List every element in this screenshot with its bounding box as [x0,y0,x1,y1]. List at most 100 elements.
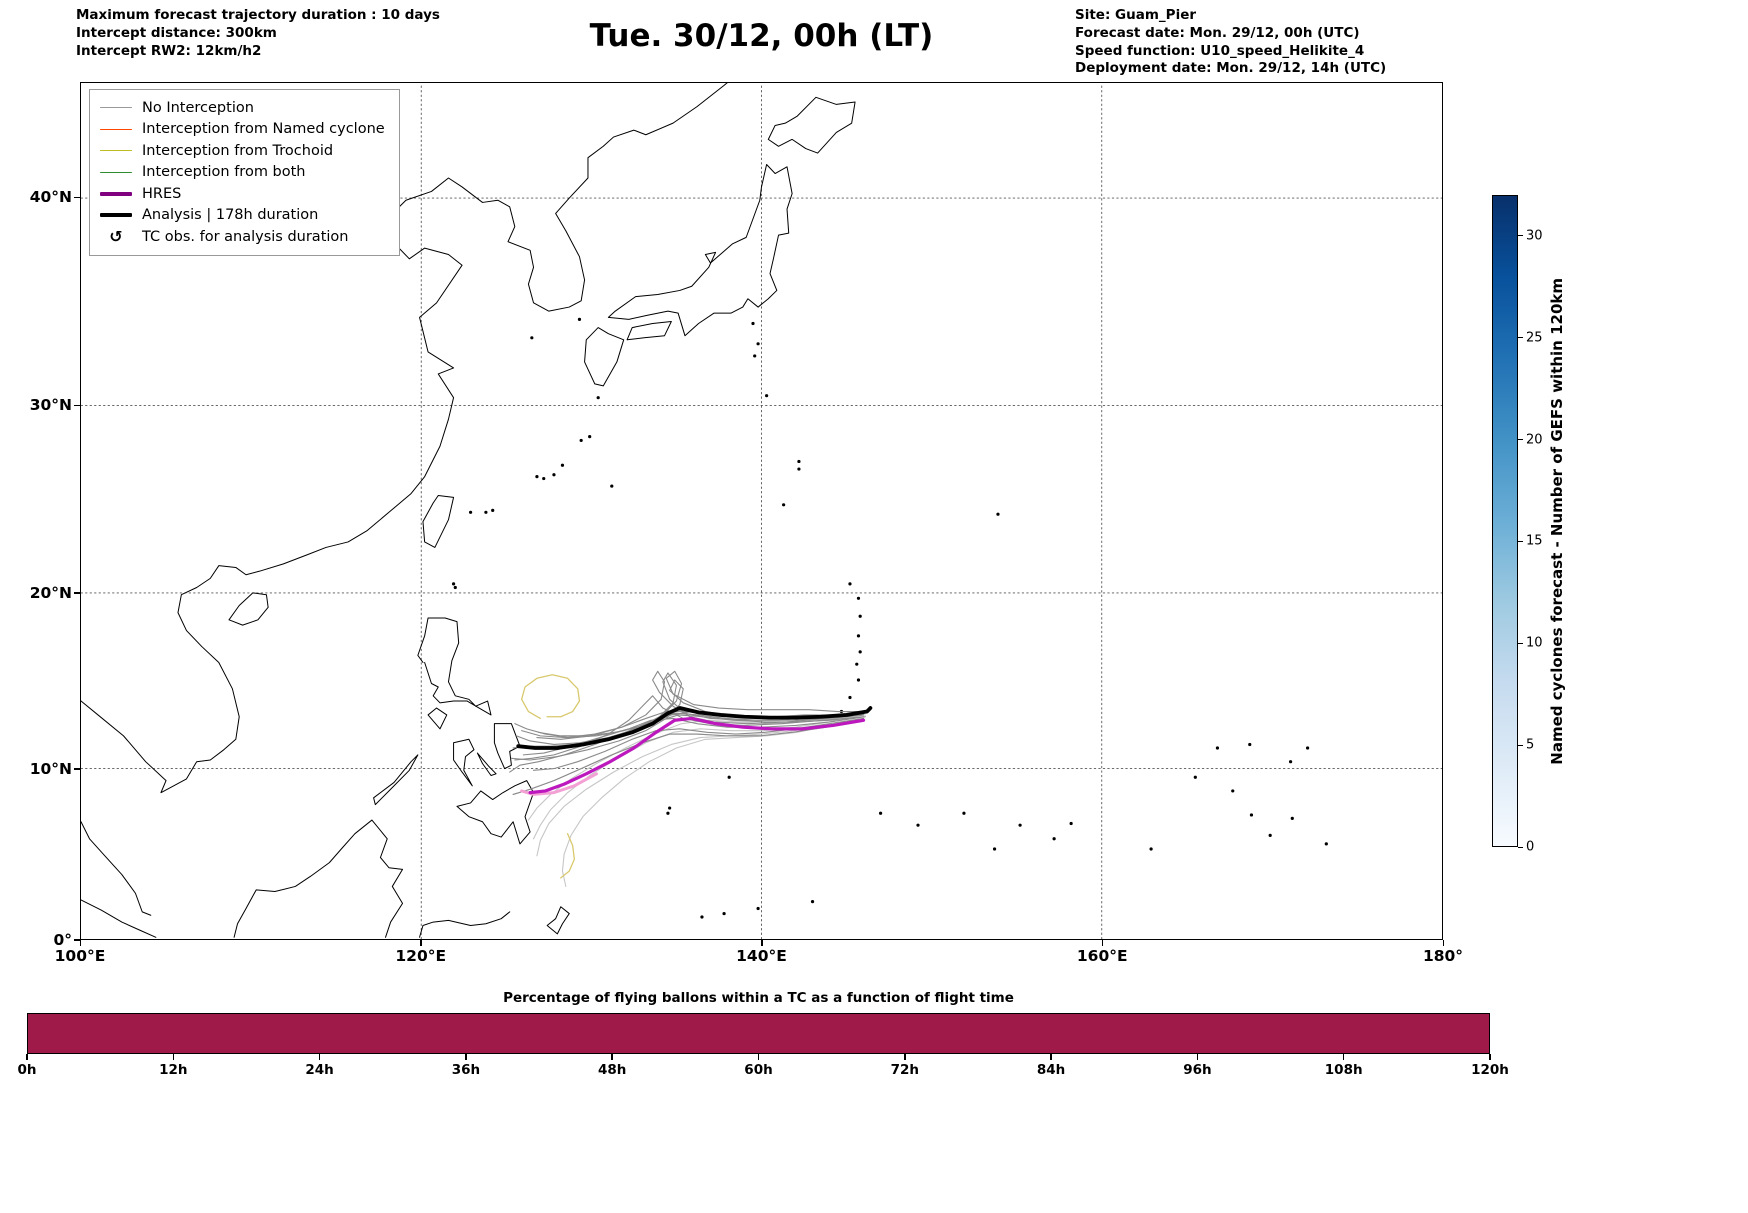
island-dot [962,811,966,815]
island-dot [700,915,704,919]
coastline [422,494,455,548]
island-dot [530,336,534,340]
island-dot [992,847,997,851]
tick-mark [1518,642,1523,644]
island-dot [1306,746,1310,750]
island-dot [1215,746,1220,750]
island-dot [797,459,801,464]
island-dot [453,585,457,590]
island-dot [1069,821,1073,826]
island-dot [588,435,592,439]
trajectory-interception-trochoid [560,833,576,879]
tick-mark [420,940,422,946]
tick-mark [1489,1054,1491,1060]
legend-item: Analysis | 178h duration [100,205,385,227]
intercept-distance-text: Intercept distance: 300km [76,24,277,41]
coastline [228,592,269,626]
legend-label: Interception from Named cyclone [142,121,385,138]
coastline [493,723,521,770]
flight-time-tick-label: 12h [159,1062,188,1078]
colorbar-tick-label: 5 [1526,737,1535,753]
flight-time-tick-label: 36h [451,1062,481,1078]
map-axes: No Interception Interception from Named c… [80,82,1443,940]
coastline [81,821,152,916]
trajectory-no-interception [512,719,863,795]
island-dot [577,317,582,321]
trajectory-no-interception-light [561,717,865,887]
island-dot [542,476,546,481]
island-dot [855,662,859,666]
island-dot [756,342,760,346]
coastline [417,617,492,716]
tick-mark [1518,235,1523,237]
island-dot [996,512,1000,516]
island-dot [535,475,539,479]
forecast-date-text: Forecast date: Mon. 29/12, 00h (UTC) [1075,24,1360,41]
island-dot [756,906,760,911]
flight-time-tick-label: 96h [1183,1062,1212,1078]
map-plot [81,83,1442,939]
island-dot [751,321,755,326]
intercept-rw2-text: Intercept RW2: 12km/h2 [76,42,262,59]
island-dot [1018,823,1022,827]
map-y-tick-label: 40°N [29,188,72,207]
flight-time-tick-label: 72h [890,1062,919,1078]
flight-time-bar [27,1013,1490,1054]
colorbar-gradient [1492,195,1518,847]
island-dot [1288,760,1293,764]
legend-item: Interception from Trochoid [100,140,385,162]
island-dot [797,467,801,471]
island-dot [727,775,731,779]
flight-time-tick-label: 48h [597,1062,627,1078]
island-dot [491,508,495,513]
map-y-tick-label: 20°N [29,584,72,603]
island-dot [722,911,726,916]
max-duration-text: Maximum forecast trajectory duration : 1… [76,7,440,23]
tick-mark [1101,940,1104,946]
legend-item: Interception from Named cyclone [100,119,385,141]
legend-line [100,171,132,173]
legend-line-swatch [100,171,132,173]
figure-title: Tue. 30/12, 00h (LT) [589,18,934,54]
island-dot [610,484,614,488]
coastline [607,163,793,337]
flight-time-tick-label: 84h [1036,1062,1066,1078]
legend-label: HRES [142,185,182,202]
island-dot [1231,789,1235,793]
island-dot [858,650,862,654]
coastline [456,780,535,845]
legend-item: ↺ TC obs. for analysis duration [100,226,385,248]
trajectory-interception-trochoid [520,674,581,720]
island-dot [1249,813,1254,817]
tick-mark [172,1054,175,1060]
legend-line [100,128,132,130]
coastline [476,752,497,777]
map-y-tick-label: 30°N [29,396,72,415]
colorbar-tick-label: 25 [1526,330,1543,346]
colorbar-tick-label: 0 [1526,839,1535,855]
tick-mark [904,1054,906,1060]
legend-label: No Interception [142,99,254,116]
trajectory-no-interception [509,712,865,773]
map-x-tick-label: 120°E [395,947,447,965]
header-right-info: Site: Guam_Pier Forecast date: Mon. 29/1… [1075,7,1386,78]
island-dot [1052,837,1056,841]
colorbar-tick-label: 30 [1526,228,1543,244]
island-dot [484,510,488,514]
coastline [81,899,157,938]
tick-mark [1518,540,1523,542]
map-x-tick-label: 100°E [54,947,106,965]
tick-mark [26,1054,28,1060]
island-dot [1268,833,1272,837]
coastline [373,754,419,806]
island-dot [560,463,565,467]
tick-mark [1342,1054,1345,1060]
map-x-tick-label: 160°E [1076,947,1128,965]
island-dot [1193,775,1197,779]
tick-mark [1518,846,1523,848]
legend-item: Interception from both [100,162,385,184]
tick-mark [74,768,80,770]
island-dot [878,811,883,815]
island-dot [666,811,670,815]
tick-mark [1518,744,1523,746]
